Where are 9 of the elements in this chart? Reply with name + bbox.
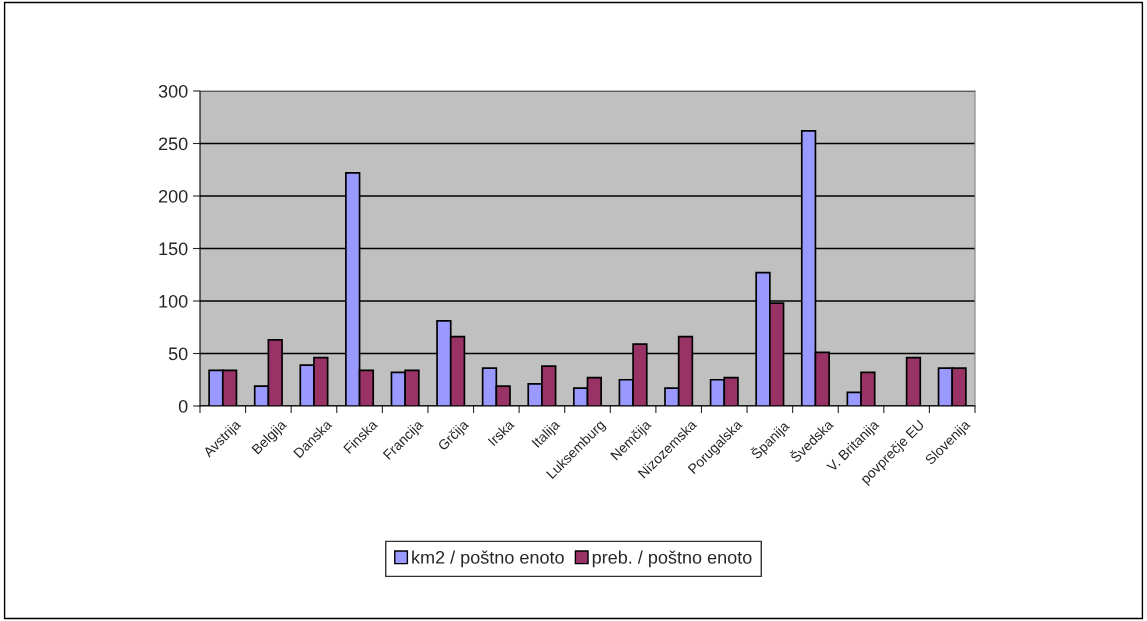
y-tick-label: 150	[159, 242, 188, 256]
y-tick-label: 100	[159, 294, 188, 308]
legend-label: km2 / poštno enoto	[412, 550, 564, 568]
y-tick-label: 300	[158, 84, 188, 98]
legend-label: preb. / poštno enoto	[592, 550, 752, 568]
y-tick-label: 250	[158, 137, 188, 151]
y-tick-label: 50	[168, 347, 188, 361]
y-tick-label: 200	[158, 189, 188, 203]
y-tick-label: 0	[178, 399, 188, 413]
